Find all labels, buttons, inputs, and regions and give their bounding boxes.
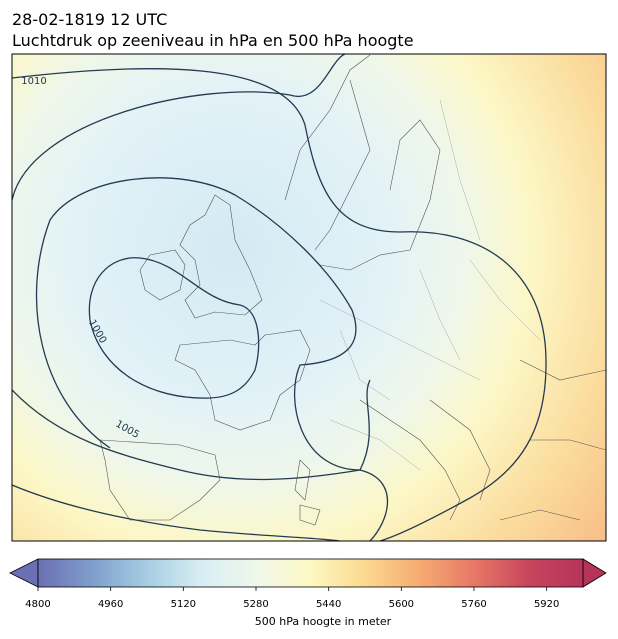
colorbar-tick-label: 5600 — [389, 599, 414, 610]
height-field — [12, 54, 606, 541]
colorbar-label: 500 hPa hoogte in meter — [255, 615, 392, 628]
map-title: 28-02-1819 12 UTC — [12, 10, 167, 29]
colorbar-extend-low — [9, 558, 39, 588]
colorbar-tick-label: 5760 — [461, 599, 486, 610]
colorbar-tick-label: 4960 — [98, 599, 123, 610]
colorbar-tick-label: 5120 — [171, 599, 196, 610]
map-subtitle: Luchtdruk op zeeniveau in hPa en 500 hPa… — [12, 31, 414, 50]
colorbar-tick-label: 5280 — [243, 599, 268, 610]
colorbar: 500 hPa hoogte in meter 4800 4960 5120 5280… — [9, 558, 607, 628]
colorbar-tick-label: 4800 — [25, 599, 50, 610]
colorbar-tick-label: 5440 — [316, 599, 341, 610]
map-frame — [11, 53, 607, 542]
borders — [319, 99, 541, 471]
colorbar-extend-high — [582, 558, 607, 588]
colorbar-tick-label: 5920 — [534, 599, 559, 610]
pressure-contours — [12, 54, 547, 541]
map-area: 1010 1000 1005 — [12, 54, 606, 541]
colorbar-body — [37, 558, 584, 588]
contour-label: 1010 — [21, 76, 46, 87]
